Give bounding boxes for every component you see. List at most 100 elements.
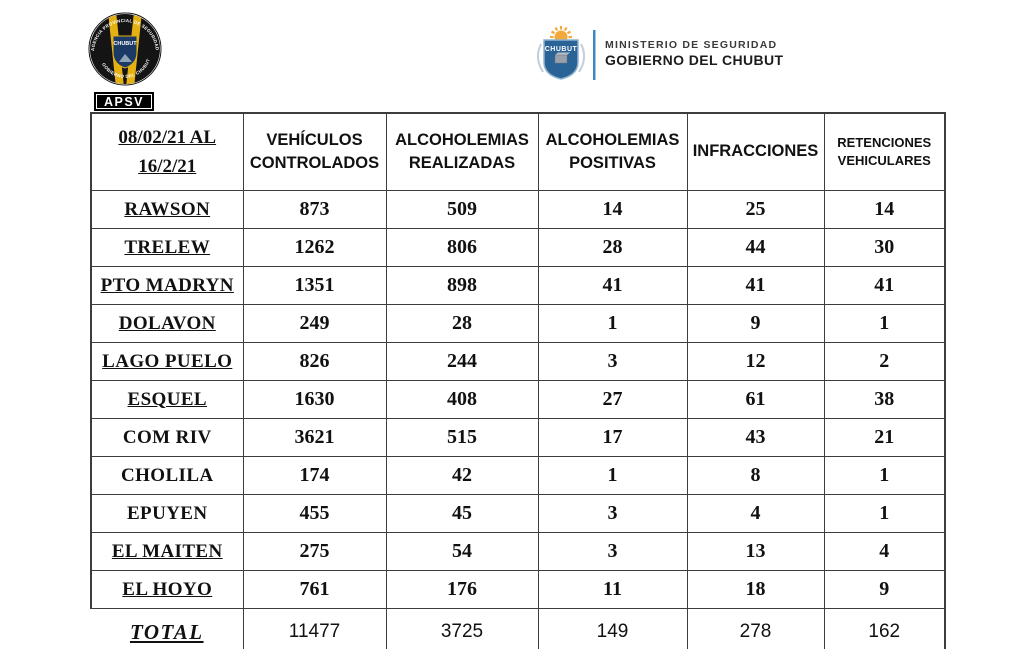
value-cell: 1262 <box>242 228 387 267</box>
col-header-alcoholemias-realizadas: ALCOHOLEMIAS REALIZADAS <box>385 112 539 191</box>
value-cell: 43 <box>686 418 825 457</box>
row-label: ESQUEL <box>90 380 244 419</box>
value-cell: 4 <box>686 494 825 533</box>
value-cell: 3 <box>537 494 688 533</box>
value-cell: 1 <box>823 456 946 495</box>
table-row: ESQUEL 1630 408 27 61 38 <box>90 380 946 419</box>
value-cell: 14 <box>537 190 688 229</box>
value-cell: 30 <box>823 228 946 267</box>
value-cell: 13 <box>686 532 825 571</box>
value-cell: 455 <box>242 494 387 533</box>
header-text: RETENCIONES <box>837 135 932 151</box>
value-cell: 41 <box>686 266 825 305</box>
value-cell: 14 <box>823 190 946 229</box>
row-label: TRELEW <box>90 228 244 267</box>
statistics-table: 08/02/21 AL 16/2/21 VEHÍCULOS CONTROLADO… <box>90 112 946 649</box>
header-text: ALCOHOLEMIAS <box>545 130 680 149</box>
total-value-cell: 162 <box>823 608 946 649</box>
value-cell: 1351 <box>242 266 387 305</box>
value-cell: 249 <box>242 304 387 343</box>
row-label: DOLAVON <box>90 304 244 343</box>
apsv-logo-icon: CHUBUT AGENCIA PROVINCIAL DE SEGURIDAD V… <box>84 6 162 111</box>
value-cell: 761 <box>242 570 387 609</box>
value-cell: 18 <box>686 570 825 609</box>
table-row: TRELEW 1262 806 28 44 30 <box>90 228 946 267</box>
value-cell: 1 <box>823 304 946 343</box>
value-cell: 826 <box>242 342 387 381</box>
logo-separator <box>593 30 596 80</box>
value-cell: 41 <box>537 266 688 305</box>
value-cell: 275 <box>242 532 387 571</box>
value-cell: 8 <box>686 456 825 495</box>
table-row: PTO MADRYN 1351 898 41 41 41 <box>90 266 946 305</box>
table-row: RAWSON 873 509 14 25 14 <box>90 190 946 229</box>
laurel-right-icon <box>578 43 585 73</box>
row-label: CHOLILA <box>90 456 244 495</box>
value-cell: 174 <box>242 456 387 495</box>
row-label: PTO MADRYN <box>90 266 244 305</box>
table-row: EL MAITEN 275 54 3 13 4 <box>90 532 946 571</box>
value-cell: 3 <box>537 532 688 571</box>
value-cell: 509 <box>385 190 539 229</box>
col-header-retenciones-vehiculares: RETENCIONES VEHICULARES <box>823 112 946 191</box>
value-cell: 17 <box>537 418 688 457</box>
total-value-cell: 149 <box>537 608 688 649</box>
value-cell: 9 <box>823 570 946 609</box>
col-header-vehiculos-controlados: VEHÍCULOS CONTROLADOS <box>242 112 387 191</box>
ministry-logo: CHUBUT MINISTERIO DE SEGURIDAD GOBIERNO … <box>531 24 783 86</box>
row-label: EL MAITEN <box>90 532 244 571</box>
value-cell: 12 <box>686 342 825 381</box>
ministry-shield-label: CHUBUT <box>545 46 578 53</box>
value-cell: 1 <box>537 304 688 343</box>
apsv-banner-label: APSV <box>104 95 144 109</box>
row-label: COM RIV <box>90 418 244 457</box>
value-cell: 3 <box>537 342 688 381</box>
value-cell: 873 <box>242 190 387 229</box>
value-cell: 176 <box>385 570 539 609</box>
table-row: COM RIV 3621 515 17 43 21 <box>90 418 946 457</box>
table-row: CHOLILA 174 42 1 8 1 <box>90 456 946 495</box>
ministry-line2: GOBIERNO DEL CHUBUT <box>605 52 784 68</box>
date-line1: 08/02/21 AL <box>118 126 217 148</box>
value-cell: 244 <box>385 342 539 381</box>
row-label: RAWSON <box>90 190 244 229</box>
value-cell: 806 <box>385 228 539 267</box>
value-cell: 41 <box>823 266 946 305</box>
table-row: LAGO PUELO 826 244 3 12 2 <box>90 342 946 381</box>
value-cell: 42 <box>385 456 539 495</box>
header-row: 08/02/21 AL 16/2/21 VEHÍCULOS CONTROLADO… <box>90 112 946 191</box>
value-cell: 61 <box>686 380 825 419</box>
header-text: VEHICULARES <box>837 153 931 168</box>
laurel-left-icon <box>537 43 544 73</box>
header-text: POSITIVAS <box>569 154 656 172</box>
header-text: REALIZADAS <box>408 154 516 172</box>
value-cell: 11 <box>537 570 688 609</box>
apsv-logo: CHUBUT AGENCIA PROVINCIAL DE SEGURIDAD V… <box>84 6 164 114</box>
header-text: INFRACCIONES <box>692 142 819 161</box>
apsv-shield-label: CHUBUT <box>113 41 137 47</box>
ministry-line1: MINISTERIO DE SEGURIDAD <box>605 39 777 51</box>
value-cell: 27 <box>537 380 688 419</box>
table-row: EPUYEN 455 45 3 4 1 <box>90 494 946 533</box>
apsv-shield-icon <box>112 35 138 69</box>
value-cell: 28 <box>385 304 539 343</box>
value-cell: 898 <box>385 266 539 305</box>
header-text: ALCOHOLEMIAS <box>395 130 529 149</box>
total-value-cell: 278 <box>686 608 825 649</box>
apsv-banner <box>94 92 154 111</box>
row-label: EL HOYO <box>90 570 244 609</box>
value-cell: 408 <box>385 380 539 419</box>
value-cell: 1 <box>823 494 946 533</box>
ministry-logo-icon: CHUBUT MINISTERIO DE SEGURIDAD GOBIERNO … <box>537 26 783 80</box>
dam-block-icon <box>554 54 568 64</box>
value-cell: 3621 <box>242 418 387 457</box>
header-text: CONTROLADOS <box>249 154 380 172</box>
value-cell: 38 <box>823 380 946 419</box>
total-row: TOTAL 11477 3725 149 278 162 <box>91 608 946 649</box>
value-cell: 45 <box>385 494 539 533</box>
total-value-cell: 3725 <box>385 608 539 649</box>
value-cell: 21 <box>823 418 946 457</box>
value-cell: 44 <box>686 228 825 267</box>
value-cell: 1 <box>537 456 688 495</box>
